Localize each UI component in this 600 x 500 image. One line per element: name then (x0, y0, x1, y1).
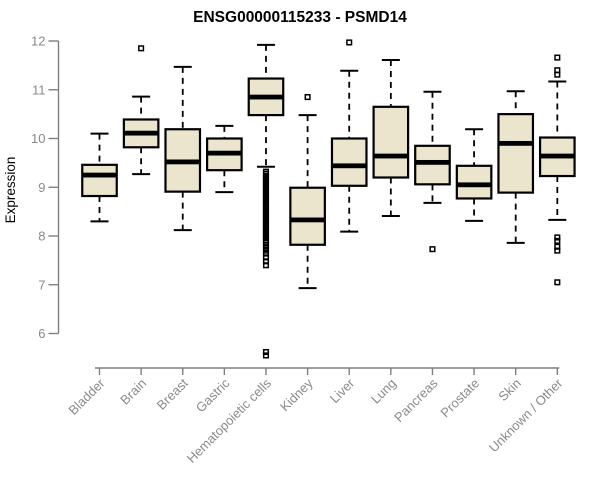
y-tick-label: 8 (38, 229, 45, 244)
box-breast (164, 65, 202, 232)
x-tick-label-unknown-other: Unknown / Other (486, 375, 566, 455)
median-line (456, 182, 492, 188)
box-prostate (455, 128, 493, 222)
y-axis: 6 7 8 9 10 11 12 (31, 34, 60, 341)
y-axis-title: Expression (3, 157, 18, 224)
x-tick-label-breast: Breast (154, 375, 191, 412)
box-brain (122, 45, 160, 176)
median-line (498, 140, 533, 146)
median-line (82, 172, 117, 178)
median-line (540, 153, 575, 159)
outlier-point (554, 279, 561, 286)
y-tick-label: 9 (38, 180, 45, 195)
box-gastric (206, 124, 243, 194)
outlier-point (554, 247, 561, 254)
chart-title: ENSG00000115233 - PSMD14 (193, 9, 407, 26)
median-line (373, 153, 409, 159)
y-tick-label: 11 (32, 82, 46, 97)
box-pancreas (414, 90, 451, 253)
box-rect (372, 105, 410, 179)
median-line (248, 94, 284, 100)
box-rect (414, 144, 451, 186)
outlier-point (138, 45, 145, 52)
y-tick-label: 10 (31, 131, 45, 146)
box-unknown-other (538, 54, 576, 286)
median-line (123, 130, 159, 136)
outlier-point (554, 237, 561, 244)
median-line (290, 217, 325, 223)
box-rect (497, 113, 535, 194)
box-rect (455, 164, 493, 200)
box-rect (289, 186, 326, 246)
box-kidney (289, 94, 326, 290)
x-tick-label-prostate: Prostate (437, 376, 482, 421)
x-tick-label-pancreas: Pancreas (391, 375, 441, 425)
median-line (207, 150, 242, 156)
outlier-point (429, 246, 436, 253)
outlier-point (554, 234, 561, 241)
y-tick-label: 12 (31, 34, 45, 49)
box-lung (372, 59, 410, 218)
box-bladder (81, 132, 118, 223)
x-tick-label-bladder: Bladder (65, 375, 108, 418)
box-skin (497, 90, 535, 244)
box-rect (330, 137, 368, 187)
median-line (331, 163, 367, 169)
x-tick-label-brain: Brain (117, 376, 149, 408)
outlier-point (262, 352, 270, 359)
x-tick-label-lung: Lung (368, 376, 399, 407)
y-tick-label: 6 (38, 326, 45, 341)
outlier-point (262, 262, 270, 269)
x-tick-label-kidney: Kidney (277, 375, 316, 414)
box-hematopoietic-cells (247, 43, 285, 359)
y-tick-label: 7 (38, 277, 45, 292)
x-tick-label-gastric: Gastric (193, 375, 233, 415)
outlier-point (346, 39, 353, 46)
outlier-point (554, 71, 561, 78)
box-liver (330, 39, 368, 233)
outlier-point (554, 54, 561, 61)
median-line (415, 159, 450, 165)
median-line (165, 159, 200, 165)
outlier-point (262, 348, 270, 356)
box-rect (81, 163, 118, 198)
boxplot-marks (81, 39, 576, 359)
x-tick-label-liver: Liver (327, 375, 358, 406)
x-tick-label-skin: Skin (495, 376, 523, 404)
outlier-point (304, 94, 311, 101)
